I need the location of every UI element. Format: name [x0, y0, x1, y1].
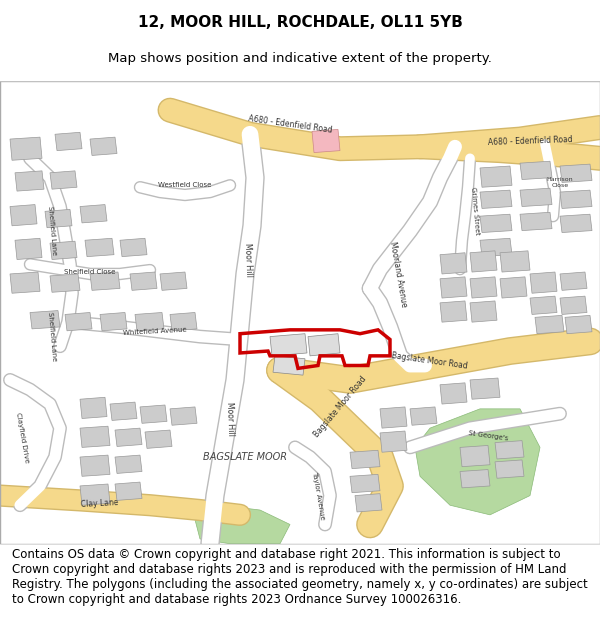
Text: Moor Hill: Moor Hill — [225, 401, 235, 436]
Text: Shelfield Lane: Shelfield Lane — [47, 312, 57, 361]
Polygon shape — [120, 238, 147, 257]
Polygon shape — [195, 505, 290, 544]
Polygon shape — [560, 296, 587, 314]
Text: A680 - Edenfield Road: A680 - Edenfield Road — [247, 114, 332, 135]
Polygon shape — [380, 431, 407, 452]
Polygon shape — [140, 405, 167, 423]
Polygon shape — [380, 407, 407, 428]
Polygon shape — [10, 204, 37, 226]
Polygon shape — [560, 190, 592, 209]
Text: Taylor Avenue: Taylor Avenue — [311, 471, 325, 520]
Polygon shape — [85, 238, 114, 257]
Text: Shelfield Lane: Shelfield Lane — [47, 206, 57, 256]
Polygon shape — [80, 426, 110, 448]
Polygon shape — [10, 137, 42, 160]
Polygon shape — [80, 455, 110, 476]
Polygon shape — [90, 272, 120, 291]
Polygon shape — [355, 494, 382, 512]
Polygon shape — [350, 450, 380, 469]
Polygon shape — [308, 334, 340, 356]
Polygon shape — [15, 171, 44, 191]
Polygon shape — [530, 272, 557, 293]
Polygon shape — [530, 296, 557, 314]
Text: Whitefield Avenue: Whitefield Avenue — [123, 327, 187, 336]
Text: Clay Lane: Clay Lane — [81, 498, 119, 509]
Polygon shape — [50, 241, 77, 259]
Polygon shape — [500, 277, 527, 298]
Text: Harrison
Close: Harrison Close — [547, 177, 574, 188]
Polygon shape — [145, 430, 172, 448]
Polygon shape — [495, 460, 524, 478]
Polygon shape — [500, 251, 530, 272]
Text: Bagslate Moor Road: Bagslate Moor Road — [391, 351, 469, 371]
Polygon shape — [440, 301, 467, 322]
Polygon shape — [115, 428, 142, 446]
Polygon shape — [270, 334, 307, 356]
Text: A680 - Edenfield Road: A680 - Edenfield Road — [487, 135, 572, 147]
Polygon shape — [90, 137, 117, 156]
Polygon shape — [535, 316, 564, 334]
Polygon shape — [410, 407, 437, 425]
Polygon shape — [520, 188, 552, 206]
Polygon shape — [170, 407, 197, 425]
Polygon shape — [470, 378, 500, 399]
Text: Contains OS data © Crown copyright and database right 2021. This information is : Contains OS data © Crown copyright and d… — [12, 548, 588, 606]
Text: Grimes Street: Grimes Street — [470, 187, 480, 236]
Text: St George's: St George's — [468, 430, 508, 442]
Polygon shape — [45, 209, 72, 227]
Polygon shape — [312, 129, 340, 152]
Text: Bagslate Moor Road: Bagslate Moor Road — [312, 374, 368, 439]
Polygon shape — [560, 214, 592, 232]
Text: BAGSLATE MOOR: BAGSLATE MOOR — [203, 452, 287, 462]
Polygon shape — [80, 484, 110, 505]
Polygon shape — [115, 455, 142, 473]
Polygon shape — [440, 253, 467, 274]
Text: Westfield Close: Westfield Close — [158, 182, 212, 188]
Polygon shape — [350, 474, 380, 492]
Polygon shape — [80, 398, 107, 419]
Polygon shape — [565, 316, 592, 334]
Polygon shape — [560, 164, 592, 182]
Polygon shape — [110, 402, 137, 421]
Polygon shape — [520, 213, 552, 231]
Polygon shape — [170, 312, 197, 331]
Polygon shape — [460, 446, 490, 467]
Polygon shape — [55, 132, 82, 151]
Polygon shape — [130, 272, 157, 291]
Polygon shape — [135, 312, 164, 331]
Polygon shape — [470, 277, 497, 298]
Polygon shape — [50, 171, 77, 189]
Polygon shape — [15, 238, 42, 259]
Text: Moor Hill: Moor Hill — [243, 242, 253, 277]
Polygon shape — [560, 272, 587, 291]
Polygon shape — [440, 277, 467, 298]
Polygon shape — [30, 311, 60, 329]
Polygon shape — [10, 272, 40, 293]
Polygon shape — [100, 312, 127, 331]
Text: Shelfield Close: Shelfield Close — [64, 269, 116, 275]
Text: Clayfield Drive: Clayfield Drive — [14, 412, 29, 463]
Polygon shape — [495, 441, 524, 459]
Polygon shape — [470, 251, 497, 272]
Text: Map shows position and indicative extent of the property.: Map shows position and indicative extent… — [108, 52, 492, 65]
Polygon shape — [480, 190, 512, 209]
Polygon shape — [440, 383, 467, 404]
Text: 12, MOOR HILL, ROCHDALE, OL11 5YB: 12, MOOR HILL, ROCHDALE, OL11 5YB — [137, 15, 463, 30]
Polygon shape — [160, 272, 187, 291]
Polygon shape — [480, 166, 512, 188]
Text: Moorland Avenue: Moorland Avenue — [388, 241, 408, 308]
Polygon shape — [50, 274, 80, 292]
Polygon shape — [480, 214, 512, 232]
Polygon shape — [460, 469, 490, 488]
Polygon shape — [115, 482, 142, 501]
Polygon shape — [273, 356, 305, 375]
Polygon shape — [520, 161, 552, 179]
Polygon shape — [480, 238, 512, 257]
Polygon shape — [80, 204, 107, 223]
Polygon shape — [470, 301, 497, 322]
Polygon shape — [415, 409, 540, 515]
Polygon shape — [65, 312, 92, 331]
